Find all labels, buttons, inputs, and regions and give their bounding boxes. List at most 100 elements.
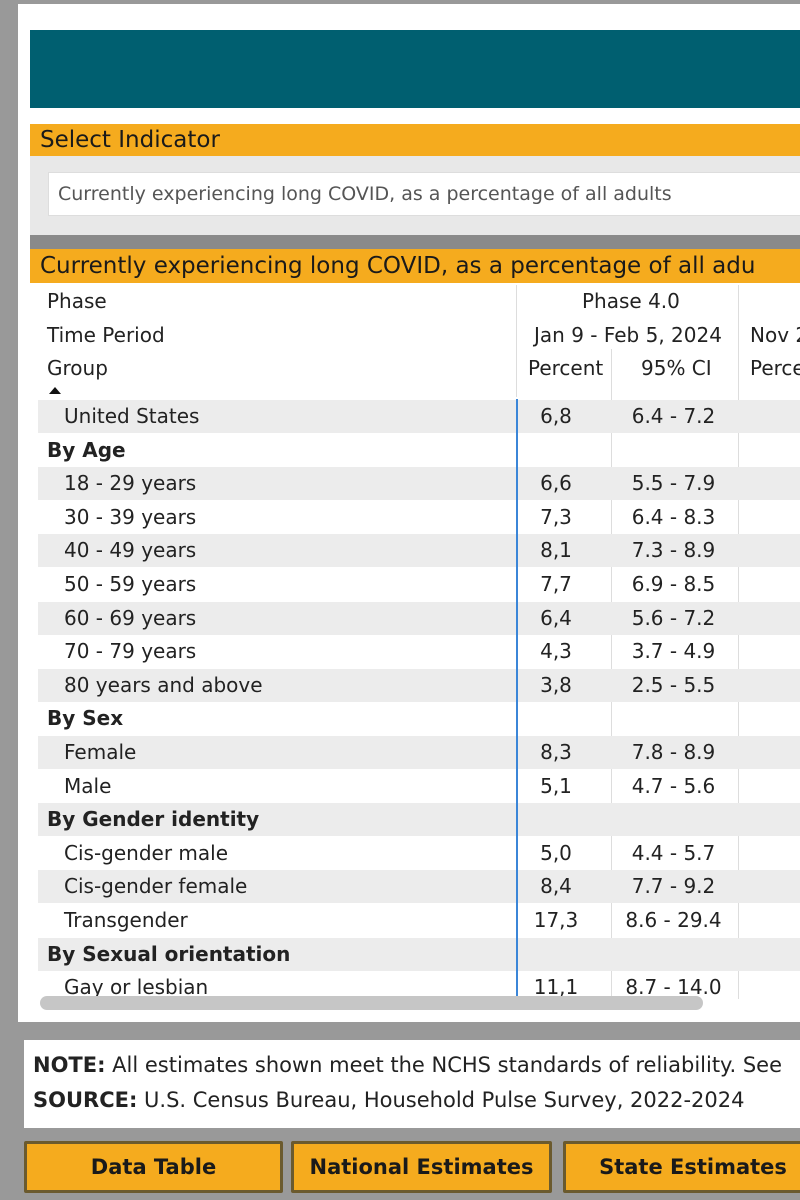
ci-cell: 3.7 - 4.9 [631, 639, 716, 664]
category-label: By Sexual orientation [47, 941, 291, 966]
group-label: Cis-gender male [64, 840, 229, 865]
category-label: By Gender identity [47, 807, 260, 832]
table-row[interactable]: Female 8,3 7.8 - 8.9 [38, 736, 800, 769]
source-label: SOURCE: [33, 1088, 138, 1112]
table-row[interactable]: Male 5,1 4.7 - 5.6 [38, 770, 800, 803]
percent-cell [516, 938, 596, 971]
header-time-value: Jan 9 - Feb 5, 2024 [534, 323, 722, 347]
category-row[interactable]: By Gender identity [38, 803, 800, 837]
group-label: 40 - 49 years [64, 538, 197, 563]
percent-cell: 5,0 [540, 840, 572, 865]
select-indicator-header: Select Indicator [30, 124, 800, 156]
header-phase-label: Phase [47, 289, 107, 313]
header-next-time-value: Nov 2 [750, 323, 800, 347]
frame-left [0, 0, 18, 1200]
ci-cell [611, 434, 736, 467]
percent-cell: 6,6 [540, 471, 572, 496]
group-label: 70 - 79 years [64, 639, 197, 664]
category-row[interactable]: By Age [38, 434, 800, 467]
indicator-select-value: Currently experiencing long COVID, as a … [58, 183, 672, 205]
group-label: Female [64, 740, 137, 764]
table-row[interactable]: Transgender 17,3 8.6 - 29.4 [38, 904, 800, 937]
percent-cell: 6,4 [540, 605, 572, 630]
header-banner [30, 30, 800, 108]
table-row[interactable]: United States 6,8 6.4 - 7.2 [38, 400, 800, 433]
percent-cell [516, 702, 596, 735]
category-label: By Age [47, 437, 126, 462]
ci-cell: 7.7 - 9.2 [631, 874, 716, 899]
table-row[interactable]: Gay or lesbian 11,1 8.7 - 14.0 [38, 971, 800, 1004]
table-title-bar: Currently experiencing long COVID, as a … [30, 249, 800, 283]
group-label: 18 - 29 years [64, 471, 197, 496]
percent-cell: 6,8 [540, 404, 572, 428]
group-label: United States [64, 404, 200, 428]
table-row[interactable]: 30 - 39 years 7,3 6.4 - 8.3 [38, 501, 800, 534]
data-table-button[interactable]: Data Table [24, 1141, 283, 1193]
ci-cell: 6.4 - 7.2 [631, 404, 716, 428]
group-label: Male [64, 773, 112, 798]
ci-cell [611, 938, 736, 971]
table-row[interactable]: 80 years and above 3,8 2.5 - 5.5 [38, 668, 800, 702]
percent-cell: 3,8 [540, 672, 572, 697]
column-divider [738, 285, 739, 999]
note-line: NOTE: All estimates shown meet the NCHS … [33, 1048, 800, 1083]
ci-cell [611, 803, 736, 836]
percent-cell: 7,7 [540, 572, 572, 596]
percent-cell: 4,3 [540, 639, 572, 664]
header-next-percent[interactable]: Perce [750, 356, 800, 380]
category-row[interactable]: By Sex [38, 702, 800, 735]
ci-cell: 7.3 - 8.9 [631, 538, 716, 563]
header-time-label: Time Period [47, 323, 165, 347]
ci-cell: 7.8 - 8.9 [631, 740, 716, 764]
percent-cell: 7,3 [540, 504, 572, 529]
ci-cell: 8.7 - 14.0 [625, 975, 722, 1000]
percent-cell: 8,3 [540, 740, 572, 764]
section-separator [30, 235, 800, 249]
group-label: Gay or lesbian [64, 975, 209, 1000]
horizontal-scrollbar[interactable] [40, 996, 703, 1010]
source-line: SOURCE: U.S. Census Bureau, Household Pu… [33, 1083, 800, 1118]
table-row[interactable]: 60 - 69 years 6,4 5.6 - 7.2 [38, 601, 800, 635]
column-divider [516, 285, 517, 397]
table-title: Currently experiencing long COVID, as a … [40, 253, 756, 279]
selection-divider [516, 399, 518, 999]
note-label: NOTE: [33, 1053, 106, 1077]
percent-cell: 8,4 [540, 874, 572, 899]
group-label: 30 - 39 years [64, 504, 197, 529]
table-row[interactable]: Cis-gender male 5,0 4.4 - 5.7 [38, 837, 800, 870]
percent-cell: 8,1 [540, 538, 572, 563]
header-phase-value: Phase 4.0 [582, 289, 680, 313]
header-group-label[interactable]: Group [47, 356, 108, 380]
table-row[interactable]: 18 - 29 years 6,6 5.5 - 7.9 [38, 467, 800, 501]
table-row[interactable]: Cis-gender female 8,4 7.7 - 9.2 [38, 870, 800, 904]
state-estimates-button[interactable]: State Estimates [563, 1141, 800, 1193]
sort-ascending-icon[interactable] [49, 387, 61, 394]
table-row[interactable]: 50 - 59 years 7,7 6.9 - 8.5 [38, 568, 800, 601]
group-label: Transgender [64, 908, 188, 932]
header-percent[interactable]: Percent [528, 356, 604, 380]
data-table[interactable]: Phase Time Period Group Phase 4.0 Jan 9 … [30, 283, 800, 1020]
header-ci[interactable]: 95% CI [641, 356, 712, 380]
table-row[interactable]: 40 - 49 years 8,1 7.3 - 8.9 [38, 534, 800, 568]
ci-cell: 4.7 - 5.6 [631, 773, 716, 798]
percent-cell [516, 803, 596, 836]
indicator-select[interactable]: Currently experiencing long COVID, as a … [48, 172, 800, 216]
category-label: By Sex [47, 706, 124, 731]
ci-cell: 8.6 - 29.4 [625, 908, 722, 932]
national-estimates-button[interactable]: National Estimates [291, 1141, 552, 1193]
ci-cell: 6.4 - 8.3 [631, 504, 716, 529]
ci-cell: 5.6 - 7.2 [631, 605, 716, 630]
notes-panel: NOTE: All estimates shown meet the NCHS … [24, 1040, 800, 1128]
note-text: All estimates shown meet the NCHS standa… [105, 1053, 783, 1077]
ci-cell: 5.5 - 7.9 [631, 471, 716, 496]
percent-cell [516, 434, 596, 467]
source-text: U.S. Census Bureau, Household Pulse Surv… [137, 1088, 745, 1112]
group-label: 50 - 59 years [64, 572, 197, 596]
percent-cell: 5,1 [540, 773, 572, 798]
table-row[interactable]: 70 - 79 years 4,3 3.7 - 4.9 [38, 635, 800, 668]
group-label: Cis-gender female [64, 874, 248, 899]
category-row[interactable]: By Sexual orientation [38, 937, 800, 971]
percent-cell: 17,3 [533, 908, 579, 932]
ci-cell: 4.4 - 5.7 [631, 840, 716, 865]
group-label: 60 - 69 years [64, 605, 197, 630]
